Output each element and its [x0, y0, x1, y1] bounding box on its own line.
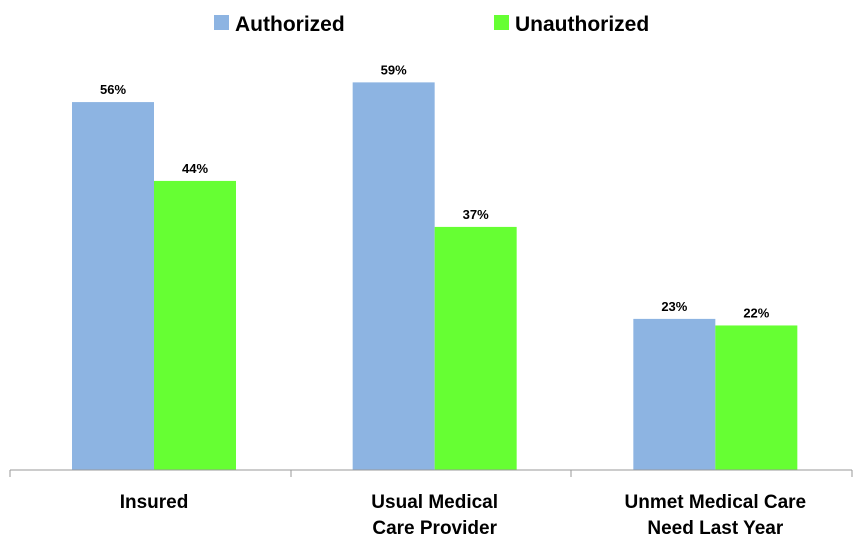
data-label-authorized-1: 59%	[381, 62, 407, 77]
plot-area: 56% 44% Insured 59% 37% Usual Medical Care Pro…	[9, 62, 853, 539]
data-label-unauthorized-1: 37%	[463, 207, 489, 222]
bar-unauthorized-0	[154, 180, 236, 471]
legend: Authorized Unauthorized	[214, 13, 649, 36]
bar-unauthorized-1	[434, 226, 517, 470]
bar-authorized-0	[72, 102, 154, 470]
data-label-unauthorized-0: 44%	[182, 161, 208, 176]
legend-label-unauthorized: Unauthorized	[515, 13, 649, 36]
data-label-authorized-2: 23%	[661, 299, 687, 314]
data-label-unauthorized-2: 22%	[743, 305, 769, 320]
category-label-2: Unmet Medical Care Need Last Year	[625, 492, 807, 539]
category-label-1: Usual Medical Care Provider	[371, 492, 498, 539]
legend-swatch-authorized	[214, 15, 229, 30]
legend-label-authorized: Authorized	[235, 13, 345, 36]
data-label-authorized-0: 56%	[100, 82, 126, 97]
bar-authorized-1	[352, 82, 435, 471]
bar-authorized-2	[633, 318, 716, 470]
legend-swatch-unauthorized	[494, 15, 509, 30]
bar-unauthorized-2	[715, 325, 798, 470]
category-label-0: Insured	[120, 492, 189, 513]
